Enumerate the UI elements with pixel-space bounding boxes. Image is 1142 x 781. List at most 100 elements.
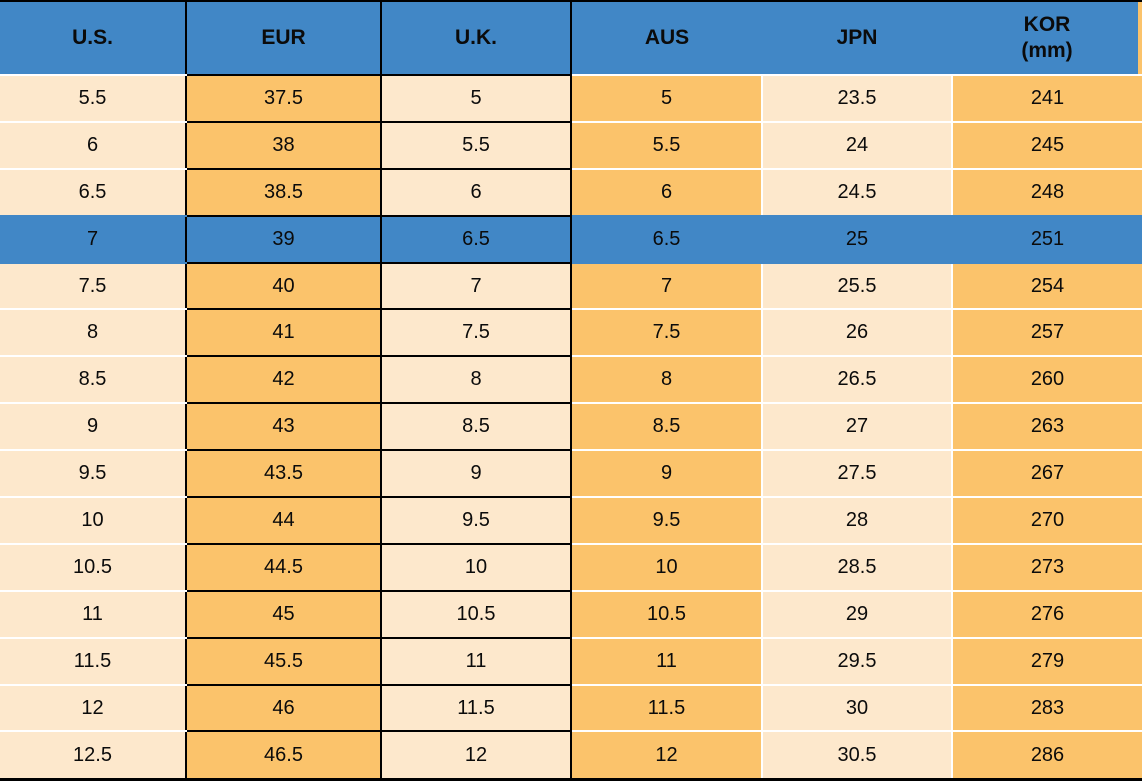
- cell-uk: 12: [380, 731, 572, 781]
- cell-aus: 11: [571, 637, 762, 686]
- cell-us: 12.5: [0, 731, 186, 781]
- column-header-us: U.S.: [0, 1, 186, 76]
- column-header-eur: EUR: [185, 1, 382, 76]
- cell-eur: 38: [185, 121, 382, 170]
- cell-uk: 8.5: [380, 403, 572, 452]
- cell-uk: 7.5: [380, 309, 572, 358]
- cell-us: 6: [0, 121, 186, 170]
- cell-eur: 42: [185, 356, 382, 405]
- cell-kor: 273: [951, 543, 1142, 592]
- table-row[interactable]: 10.5 44.5 10 10 28.5 273: [0, 543, 1142, 592]
- cell-aus: 7.5: [571, 309, 762, 358]
- cell-aus: 10: [571, 543, 762, 592]
- cell-kor: 276: [951, 590, 1142, 639]
- cell-jpn: 27: [761, 403, 952, 452]
- cell-eur: 44.5: [185, 543, 382, 592]
- cell-eur: 43.5: [185, 450, 382, 499]
- header-row: U.S. EUR U.K. AUS JPN KOR (mm): [0, 1, 1142, 76]
- cell-aus: 7: [571, 262, 762, 311]
- column-header-label: U.S.: [72, 25, 113, 49]
- cell-us: 11: [0, 590, 186, 639]
- cell-kor: 245: [951, 121, 1142, 170]
- table-row[interactable]: 12.5 46.5 12 12 30.5 286: [0, 731, 1142, 781]
- cell-us: 10: [0, 497, 186, 545]
- cell-aus: 8: [571, 356, 762, 405]
- cell-aus: 5.5: [571, 121, 762, 170]
- column-header-kor: KOR (mm): [952, 1, 1142, 76]
- cell-aus: 8.5: [571, 403, 762, 452]
- cell-aus: 9: [571, 450, 762, 499]
- cell-jpn: 28: [761, 497, 952, 545]
- cell-us: 10.5: [0, 543, 186, 592]
- table-row[interactable]: 11.5 45.5 11 11 29.5 279: [0, 637, 1142, 686]
- table-row[interactable]: 8 41 7.5 7.5 26 257: [0, 309, 1142, 358]
- cell-us: 9.5: [0, 450, 186, 499]
- cell-eur: 39: [185, 215, 382, 264]
- cell-jpn: 29.5: [761, 637, 952, 686]
- cell-eur: 45.5: [185, 637, 382, 686]
- cell-jpn: 26.5: [761, 356, 952, 405]
- cell-us: 9: [0, 403, 186, 452]
- column-header-label: JPN: [836, 25, 878, 49]
- table-row[interactable]: 6 38 5.5 5.5 24 245: [0, 121, 1142, 170]
- cell-eur: 41: [185, 309, 382, 358]
- cell-jpn: 25.5: [761, 262, 952, 311]
- cell-uk: 6: [380, 168, 572, 217]
- table-row[interactable]: 9.5 43.5 9 9 27.5 267: [0, 450, 1142, 499]
- cell-us: 8.5: [0, 356, 186, 405]
- cell-eur: 40: [185, 262, 382, 311]
- cell-eur: 45: [185, 590, 382, 639]
- cell-uk: 11: [380, 637, 572, 686]
- cell-eur: 44: [185, 497, 382, 545]
- column-header-label: KOR: [1023, 12, 1071, 36]
- table-row[interactable]: 7.5 40 7 7 25.5 254: [0, 262, 1142, 311]
- table-row[interactable]: 6.5 38.5 6 6 24.5 248: [0, 168, 1142, 217]
- cell-kor: 251: [951, 215, 1142, 264]
- cell-us: 5.5: [0, 75, 186, 123]
- cell-us: 6.5: [0, 168, 186, 217]
- cell-jpn: 24.5: [761, 168, 952, 217]
- cell-kor: 263: [951, 403, 1142, 452]
- cell-kor: 286: [951, 731, 1142, 781]
- table-row[interactable]: 12 46 11.5 11.5 30 283: [0, 684, 1142, 733]
- cell-uk: 8: [380, 356, 572, 405]
- cell-kor: 254: [951, 262, 1142, 311]
- table-row[interactable]: 10 44 9.5 9.5 28 270: [0, 497, 1142, 545]
- table-row[interactable]: 5.5 37.5 5 5 23.5 241: [0, 75, 1142, 123]
- table-row-highlighted[interactable]: 7 39 6.5 6.5 25 251: [0, 215, 1142, 264]
- cell-eur: 43: [185, 403, 382, 452]
- column-header-label: AUS: [644, 25, 690, 49]
- cell-kor: 248: [951, 168, 1142, 217]
- table-row[interactable]: 9 43 8.5 8.5 27 263: [0, 403, 1142, 452]
- cell-jpn: 29: [761, 590, 952, 639]
- cell-uk: 5: [380, 75, 572, 123]
- cell-aus: 11.5: [571, 684, 762, 733]
- cell-kor: 241: [951, 75, 1142, 123]
- cell-jpn: 23.5: [761, 75, 952, 123]
- cell-aus: 6: [571, 168, 762, 217]
- cell-aus: 12: [571, 731, 762, 781]
- cell-uk: 7: [380, 262, 572, 311]
- cell-jpn: 30.5: [761, 731, 952, 781]
- column-header-label: EUR: [261, 25, 306, 49]
- column-header-sublabel: (mm): [1021, 39, 1073, 62]
- column-header-uk: U.K.: [380, 1, 572, 76]
- cell-jpn: 26: [761, 309, 952, 358]
- cell-kor: 260: [951, 356, 1142, 405]
- cell-aus: 10.5: [571, 590, 762, 639]
- table-row[interactable]: 11 45 10.5 10.5 29 276: [0, 590, 1142, 639]
- table-row[interactable]: 8.5 42 8 8 26.5 260: [0, 356, 1142, 405]
- cell-uk: 5.5: [380, 121, 572, 170]
- cell-jpn: 27.5: [761, 450, 952, 499]
- cell-uk: 10: [380, 543, 572, 592]
- cell-eur: 46: [185, 684, 382, 733]
- cell-kor: 267: [951, 450, 1142, 499]
- cell-uk: 9.5: [380, 497, 572, 545]
- cell-jpn: 25: [761, 215, 952, 264]
- cell-uk: 9: [380, 450, 572, 499]
- table-body: 5.5 37.5 5 5 23.5 241 6 38 5.5 5.5 24 245 6.5 38.5 6 6 2…: [0, 75, 1142, 781]
- cell-aus: 5: [571, 75, 762, 123]
- cell-us: 12: [0, 684, 186, 733]
- cell-eur: 46.5: [185, 731, 382, 781]
